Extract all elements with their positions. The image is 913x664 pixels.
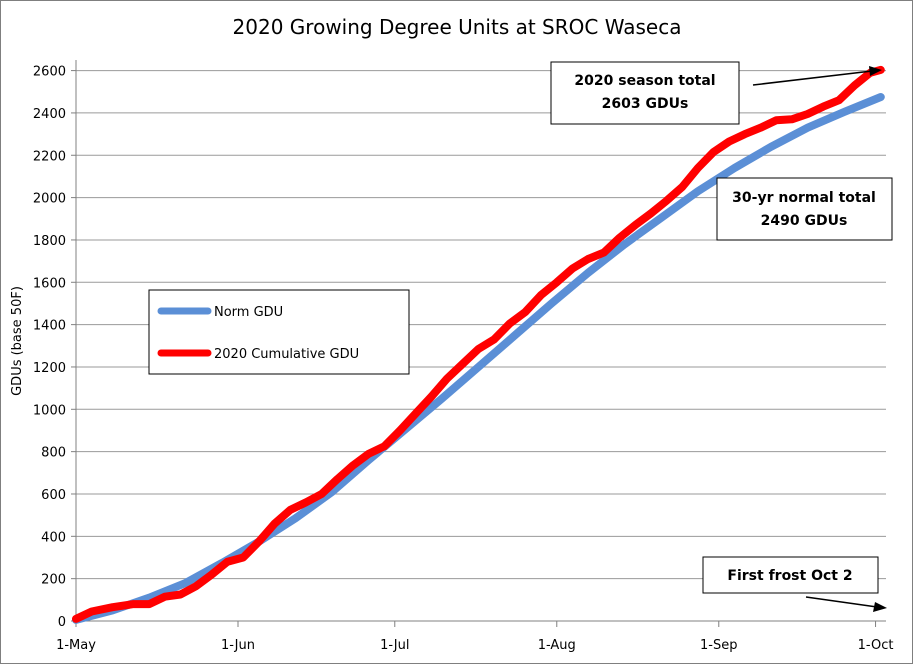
y-tick-label-0: 0 [58, 615, 66, 630]
annotation-text-0-0: 2020 season total [574, 73, 715, 89]
series-line-2020-cumulative-gdu [72, 65, 885, 623]
legend-label-1: 2020 Cumulative GDU [214, 347, 359, 362]
y-tick-label-800: 800 [41, 446, 66, 461]
x-tick-label-1-Aug: 1-Aug [538, 638, 576, 653]
y-tick-label-1200: 1200 [33, 361, 66, 376]
legend: Norm GDU 2020 Cumulative GDU [148, 289, 410, 375]
y-tick-label-2000: 2000 [33, 192, 66, 207]
series-line-norm-gdu [72, 93, 885, 624]
y-tick-label-200: 200 [41, 573, 66, 588]
y-tick-label-1000: 1000 [33, 403, 66, 418]
y-tick-label-2600: 2600 [33, 65, 66, 80]
y-tick-label-400: 400 [41, 530, 66, 545]
annotation-arrow-2 [805, 596, 878, 608]
y-tick-label-1600: 1600 [33, 276, 66, 291]
x-tick-label-1-Oct: 1-Oct [858, 638, 894, 653]
series-lines [72, 65, 885, 624]
x-tick-label-1-May: 1-May [56, 638, 96, 653]
legend-box [148, 289, 410, 375]
annotation-arrow-0 [752, 70, 873, 86]
x-tick-label-1-Jul: 1-Jul [380, 638, 409, 653]
y-tick-label-2200: 2200 [33, 149, 66, 164]
y-axis-ticks: 0 200 400 600 800 1000 1200 1400 1600 1800 2000 220… [33, 65, 76, 630]
y-tick-label-1400: 1400 [33, 319, 66, 334]
x-tick-label-1-Jun: 1-Jun [221, 638, 255, 653]
y-tick-label-600: 600 [41, 488, 66, 503]
x-tick-label-1-Sep: 1-Sep [700, 638, 737, 653]
annotation-box-0 [550, 61, 740, 125]
annotation-text-1-0: 30-yr normal total [732, 190, 876, 206]
annotation-box-1 [716, 177, 893, 241]
annotation-arrowhead-0 [869, 66, 882, 76]
annotations: 2020 season total 2603 GDUs 30-yr normal t… [550, 61, 893, 612]
y-tick-label-1800: 1800 [33, 234, 66, 249]
annotation-text-2-0: First frost Oct 2 [727, 568, 852, 584]
annotation-arrowhead-2 [873, 602, 887, 612]
annotation-box-2 [702, 556, 879, 594]
x-axis-ticks: 1-May 1-Jun 1-Jul 1-Aug 1-Sep 1-Oct [56, 621, 893, 653]
annotation-text-1-1: 2490 GDUs [761, 213, 848, 229]
legend-label-0: Norm GDU [214, 305, 283, 320]
chart-title: 2020 Growing Degree Units at SROC Waseca [233, 15, 682, 39]
gridlines [75, 60, 886, 622]
annotation-text-0-1: 2603 GDUs [602, 96, 689, 112]
y-axis-label: GDUs (base 50F) [10, 286, 25, 396]
y-tick-label-2400: 2400 [33, 107, 66, 122]
